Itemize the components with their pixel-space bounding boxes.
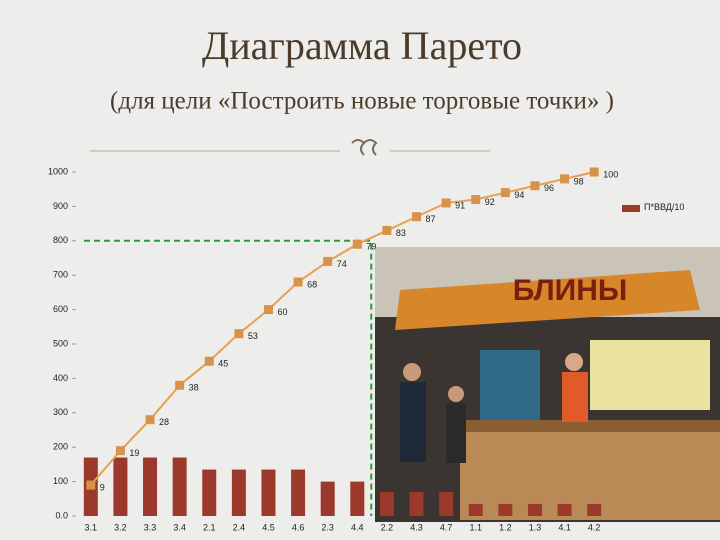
line-marker — [471, 195, 481, 205]
bar — [439, 491, 454, 516]
bar — [557, 503, 572, 516]
legend-label: П*ВВД/10 — [644, 202, 685, 212]
bar — [527, 503, 542, 516]
x-tick-label: 4.6 — [292, 522, 305, 532]
x-tick-label: 4.7 — [440, 522, 453, 532]
line-marker — [86, 480, 96, 490]
bar — [468, 503, 483, 516]
line-marker — [382, 225, 392, 235]
slide-subtitle: (для цели «Построить новые торговые точк… — [110, 88, 614, 115]
line-marker — [234, 329, 244, 339]
bar — [231, 469, 246, 516]
data-label: 92 — [485, 197, 495, 207]
line-marker — [589, 167, 599, 177]
data-label: 38 — [189, 383, 199, 393]
data-label: 100 — [603, 169, 618, 179]
bar — [587, 503, 602, 516]
bar — [113, 457, 128, 516]
y-tick-label: 300 — [53, 407, 68, 417]
bar — [379, 491, 394, 516]
data-label: 28 — [159, 417, 169, 427]
data-label: 53 — [248, 331, 258, 341]
x-tick-label: 4.3 — [410, 522, 423, 532]
photo: БЛИНЫ — [375, 247, 720, 522]
line-marker — [204, 356, 214, 366]
bar — [498, 503, 513, 516]
y-tick-label: 1000 — [48, 166, 68, 176]
x-tick-label: 3.1 — [85, 522, 98, 532]
bar — [291, 469, 306, 516]
reference-line — [84, 239, 373, 516]
x-tick-label: 4.2 — [588, 522, 601, 532]
x-tick-label: 2.1 — [203, 522, 216, 532]
data-label: 19 — [129, 448, 139, 458]
line-marker — [560, 174, 570, 184]
data-label: 74 — [337, 259, 347, 269]
x-tick-label: 1.2 — [499, 522, 512, 532]
x-tick-label: 2.3 — [321, 522, 334, 532]
y-tick-label: 100 — [53, 476, 68, 486]
photo-sign: БЛИНЫ — [513, 274, 627, 307]
data-label: 96 — [544, 183, 554, 193]
x-tick-label: 4.5 — [262, 522, 275, 532]
bar — [320, 481, 335, 516]
y-tick-label: 700 — [53, 270, 68, 280]
data-label: 91 — [455, 200, 465, 210]
bar — [172, 457, 187, 516]
x-tick-label: 4.4 — [351, 522, 364, 532]
x-tick-label: 4.1 — [558, 522, 571, 532]
x-tick-label: 1.1 — [469, 522, 482, 532]
line-marker — [323, 256, 333, 266]
line-marker — [412, 212, 422, 222]
y-tick-label: 600 — [53, 304, 68, 314]
ornament — [351, 139, 378, 156]
line-marker — [175, 380, 185, 390]
bar — [261, 469, 276, 516]
x-tick-label: 1.3 — [529, 522, 542, 532]
legend-swatch — [622, 205, 640, 212]
line-marker — [352, 239, 362, 249]
line-marker — [530, 181, 540, 191]
y-tick-label: 200 — [53, 442, 68, 452]
y-tick-label: 800 — [53, 235, 68, 245]
data-label: 98 — [574, 176, 584, 186]
line-marker — [441, 198, 451, 208]
x-tick-label: 3.3 — [144, 522, 157, 532]
y-tick-label: 500 — [53, 338, 68, 348]
line-marker — [115, 446, 125, 456]
x-tick-label: 2.2 — [381, 522, 394, 532]
legend: П*ВВД/10 — [622, 202, 694, 213]
y-tick-label: 900 — [53, 201, 68, 211]
data-label: 79 — [366, 242, 376, 252]
bar — [409, 491, 424, 516]
bar — [350, 481, 365, 516]
line-marker — [293, 277, 303, 287]
data-label: 83 — [396, 228, 406, 238]
y-tick-label: 400 — [53, 373, 68, 383]
slide-title: Диаграмма Парето — [202, 23, 522, 68]
data-label: 60 — [277, 307, 287, 317]
x-tick-label: 3.2 — [114, 522, 127, 532]
bar — [143, 457, 158, 516]
data-label: 94 — [514, 190, 524, 200]
bar — [202, 469, 217, 516]
data-label: 9 — [100, 482, 105, 492]
line-marker — [263, 305, 273, 315]
data-label: 68 — [307, 279, 317, 289]
data-label: 45 — [218, 359, 228, 369]
x-tick-label: 2.4 — [233, 522, 246, 532]
line-marker — [500, 188, 510, 198]
cumulative-line — [90, 171, 595, 486]
data-label: 87 — [426, 214, 436, 224]
y-tick-label: 0.0 — [55, 510, 68, 520]
x-tick-label: 3.4 — [173, 522, 186, 532]
line-marker — [145, 415, 155, 425]
